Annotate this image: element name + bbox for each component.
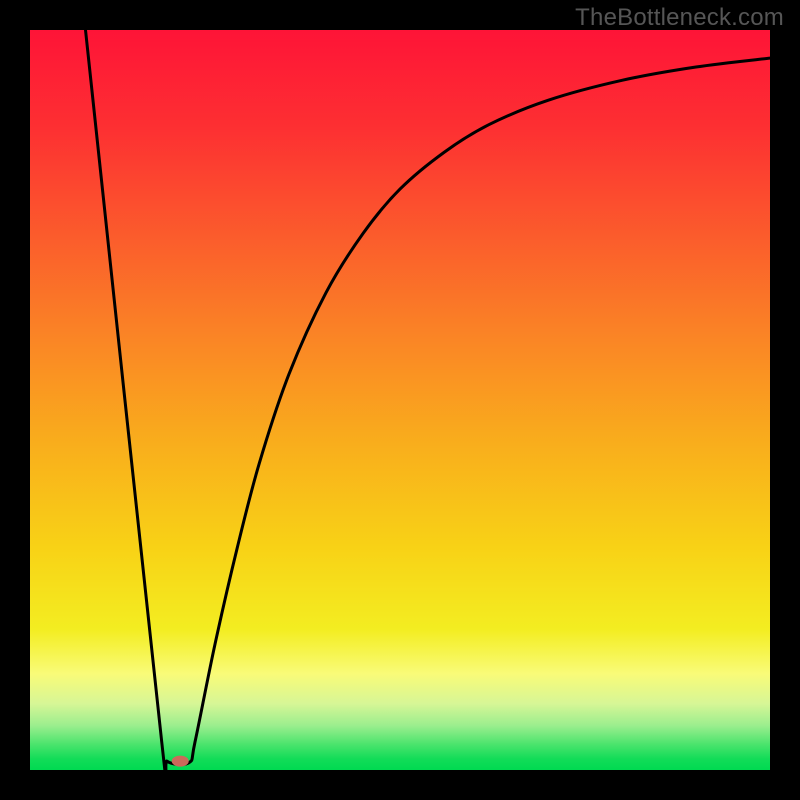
- bottleneck-curve-plot: [30, 30, 770, 770]
- watermark-text: TheBottleneck.com: [575, 4, 784, 32]
- plot-area: [30, 30, 770, 770]
- chart-frame: TheBottleneck.com: [0, 0, 800, 800]
- gradient-background: [30, 30, 770, 770]
- minimum-marker: [172, 756, 188, 766]
